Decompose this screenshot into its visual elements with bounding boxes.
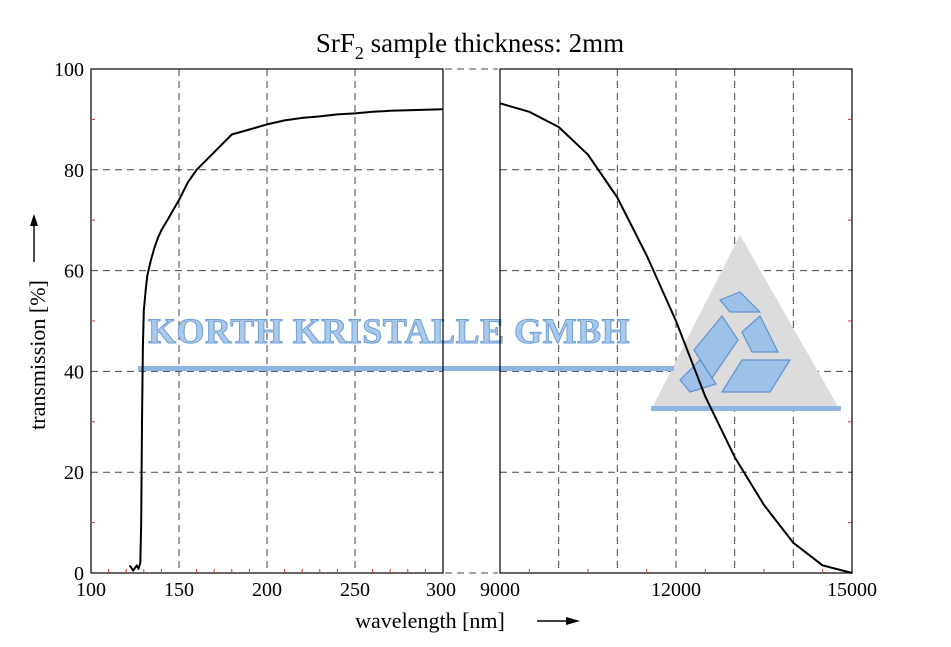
y-tick-label: 80 (64, 160, 84, 182)
tick-labels: 100 150 200 250 300 9000 12000 15000 0 20 40 60 80 10… (54, 59, 877, 601)
axis-ticks (91, 118, 852, 573)
y-axis-label: transmission [%] (25, 280, 50, 430)
y-tick-label: 100 (54, 59, 84, 81)
series-line-ir (499, 102, 853, 574)
title-main: SrF (316, 28, 355, 58)
x-tick-label: 250 (340, 579, 370, 601)
y-axis-arrow (30, 214, 38, 262)
x-axis-label: wavelength [nm] (355, 608, 505, 633)
x-tick-label: 12000 (651, 579, 701, 601)
chart-title: SrF2 sample thickness: 2mm (316, 28, 624, 63)
x-tick-label: 300 (426, 579, 456, 601)
series-line-uv (128, 108, 444, 572)
y-tick-label: 40 (64, 361, 84, 383)
x-tick-label: 150 (164, 579, 194, 601)
x-axis-arrow (537, 617, 580, 625)
title-rest: sample thickness: 2mm (364, 28, 624, 58)
grid-lines (91, 68, 852, 574)
data-curves (128, 102, 853, 574)
x-tick-label: 15000 (827, 579, 877, 601)
y-tick-label: 60 (64, 261, 84, 283)
watermark: KORTH KRISTALLE GMBH (138, 235, 841, 411)
y-tick-label: 0 (74, 563, 84, 585)
title-subscript: 2 (355, 43, 364, 63)
x-tick-label: 100 (76, 579, 106, 601)
watermark-underline (651, 406, 841, 411)
watermark-bar (138, 366, 674, 371)
y-tick-label: 20 (64, 462, 84, 484)
watermark-text: KORTH KRISTALLE GMBH (148, 311, 630, 351)
x-tick-label: 200 (252, 579, 282, 601)
x-tick-label: 9000 (480, 579, 520, 601)
